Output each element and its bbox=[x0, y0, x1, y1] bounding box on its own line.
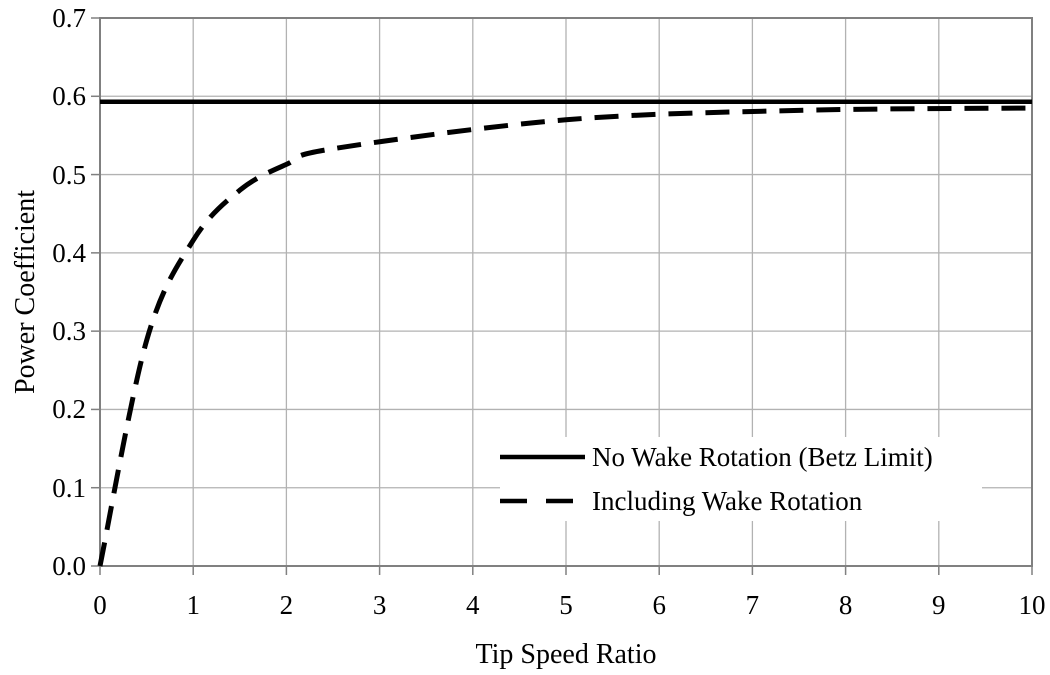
y-tick-label: 0.3 bbox=[52, 316, 86, 347]
x-tick-label: 5 bbox=[559, 590, 573, 620]
y-tick-label: 0.4 bbox=[52, 237, 86, 268]
x-tick-label: 3 bbox=[372, 590, 387, 620]
x-axis-title: Tip Speed Ratio bbox=[475, 639, 657, 670]
x-tick-label: 8 bbox=[838, 590, 853, 620]
y-tick-label: 0.7 bbox=[52, 3, 86, 33]
legend: No Wake Rotation (Betz Limit) Including … bbox=[500, 437, 982, 521]
x-tick-label: 9 bbox=[932, 590, 946, 620]
legend-item-wake: Including Wake Rotation bbox=[500, 481, 982, 521]
x-tick-label: 10 bbox=[1018, 590, 1046, 620]
y-tick-label: 0.1 bbox=[52, 472, 86, 503]
legend-label: No Wake Rotation (Betz Limit) bbox=[592, 441, 933, 472]
dashed-line-icon bbox=[500, 498, 585, 504]
x-tick-label: 6 bbox=[652, 590, 666, 620]
y-axis-title: Power Coefficient bbox=[10, 190, 41, 394]
x-tick-label: 7 bbox=[745, 590, 760, 620]
x-tick-label: 1 bbox=[186, 590, 200, 620]
legend-item-betz: No Wake Rotation (Betz Limit) bbox=[500, 437, 982, 477]
legend-label: Including Wake Rotation bbox=[592, 485, 863, 516]
series-including-wake-rotation bbox=[97, 105, 1033, 567]
solid-line-icon bbox=[500, 454, 585, 460]
y-tick-label: 0.0 bbox=[52, 551, 86, 581]
y-tick-label: 0.6 bbox=[52, 81, 86, 112]
x-tick-label: 2 bbox=[279, 590, 294, 620]
x-tick-label: 0 bbox=[93, 590, 107, 620]
y-tick-label: 0.5 bbox=[52, 159, 86, 190]
y-tick-label: 0.2 bbox=[52, 394, 86, 425]
x-tick-label: 4 bbox=[466, 590, 480, 620]
